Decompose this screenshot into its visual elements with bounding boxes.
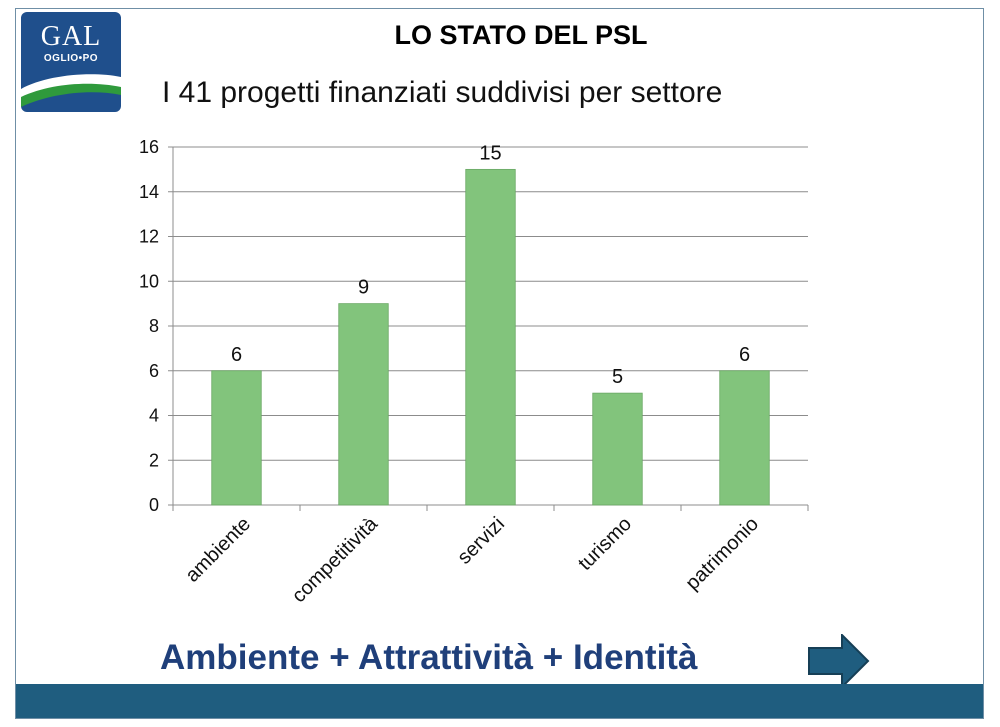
- x-tick-label: servizi: [453, 513, 509, 569]
- data-label: 6: [739, 344, 750, 366]
- bar-chart: 0 2 4 6 8 10 12 14 16 6 ambiente 9 competitività 15 se…: [139, 137, 809, 607]
- x-tick-label: patrimonio: [681, 513, 763, 595]
- footer-bar: [16, 684, 983, 718]
- bar: [465, 168, 516, 506]
- y-tick-label: 6: [149, 361, 159, 381]
- slide: GAL OGLIO•PO LO STATO DEL PSL I 41 proge…: [15, 8, 984, 719]
- logo-main-text: GAL: [40, 21, 102, 52]
- data-label: 6: [231, 344, 242, 366]
- data-label: 5: [612, 366, 623, 388]
- y-tick-label: 10: [139, 271, 159, 291]
- bar: [338, 303, 389, 506]
- bar: [592, 392, 643, 506]
- y-tick-label: 12: [139, 227, 159, 247]
- y-tick-label: 14: [139, 182, 159, 202]
- arrow-right-icon[interactable]: [808, 634, 870, 688]
- bar: [211, 370, 262, 506]
- slide-title: LO STATO DEL PSL: [394, 20, 648, 50]
- bar: [719, 370, 770, 506]
- y-tick-label: 8: [149, 316, 159, 336]
- gal-logo: GAL OGLIO•PO: [21, 12, 121, 112]
- tagline: Ambiente + Attrattività + Identità: [160, 638, 698, 677]
- y-tick-label: 16: [139, 137, 159, 157]
- slide-subtitle: I 41 progetti finanziati suddivisi per s…: [162, 76, 723, 109]
- x-tick-label: ambiente: [181, 513, 255, 587]
- x-tick-label: competitività: [288, 512, 383, 607]
- data-label: 15: [479, 142, 501, 164]
- y-tick-label: 2: [149, 450, 159, 470]
- y-tick-label: 0: [149, 495, 159, 515]
- logo-swoosh: [21, 74, 121, 107]
- y-tick-label: 4: [149, 406, 159, 426]
- x-tick-label: turismo: [574, 513, 636, 575]
- logo-sub-text: OGLIO•PO: [43, 53, 99, 64]
- data-label: 9: [358, 277, 369, 299]
